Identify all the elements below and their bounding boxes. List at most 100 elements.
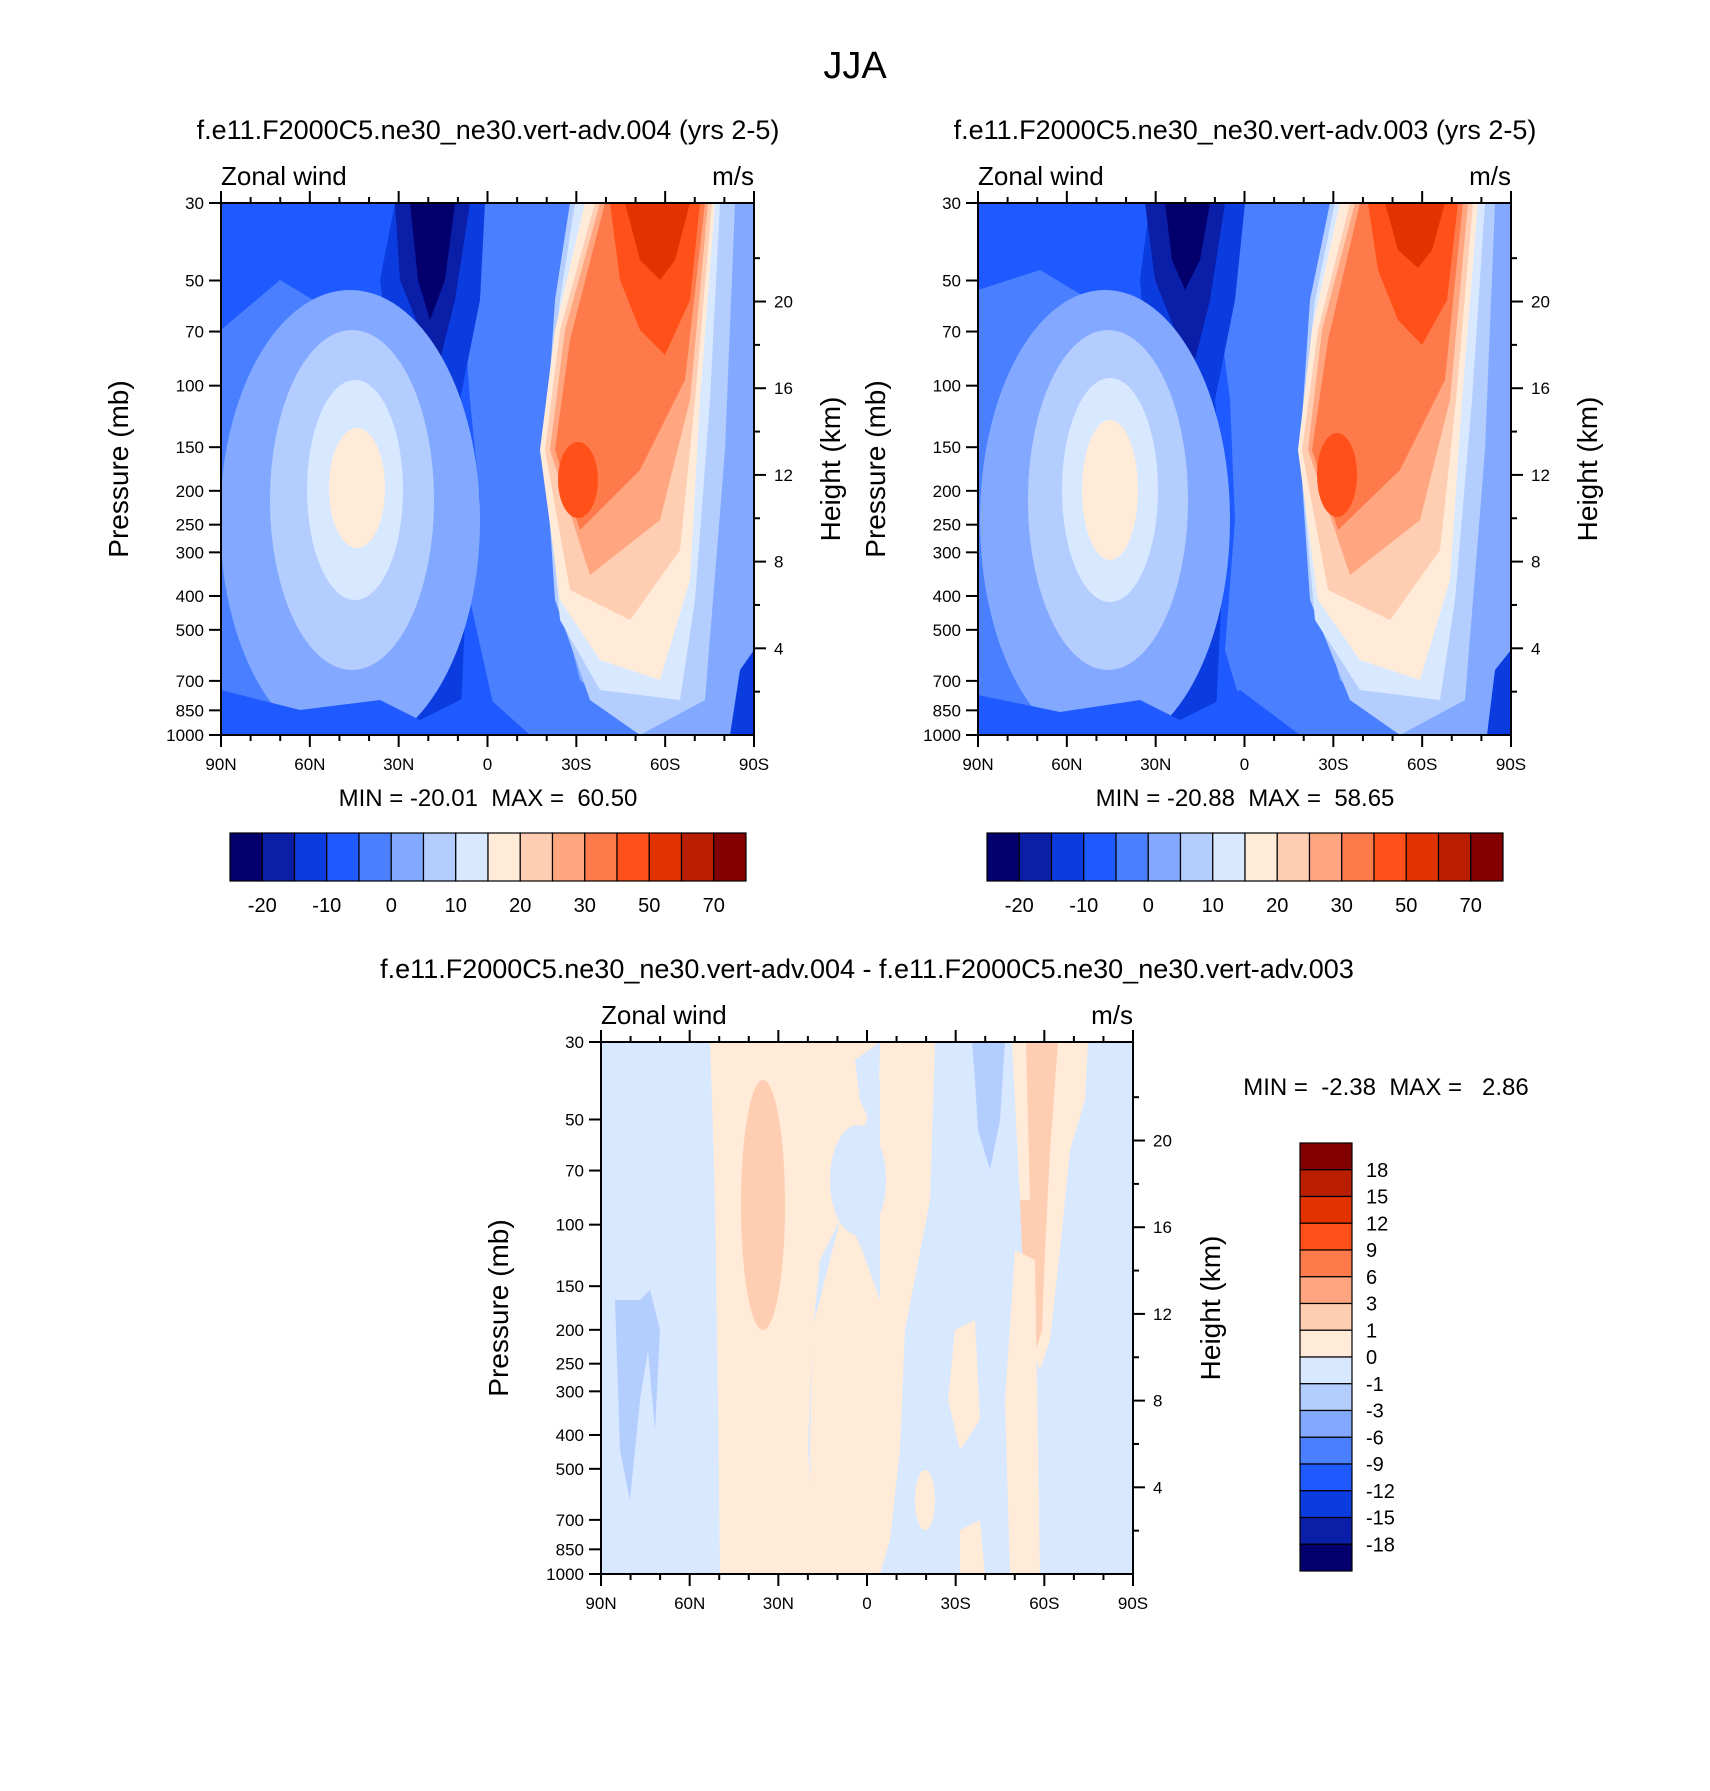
y-tick-label: 500 bbox=[176, 621, 204, 640]
colorbar-box bbox=[1341, 832, 1375, 882]
panel-1-contours bbox=[221, 203, 754, 735]
colorbar-box bbox=[1373, 832, 1407, 882]
colorbar-box bbox=[390, 832, 425, 882]
colorbar-label: -20 bbox=[1005, 895, 1034, 917]
x-tick-label: 60N bbox=[294, 755, 325, 774]
colorbar-box bbox=[1299, 1169, 1353, 1198]
x-tick-label: 0 bbox=[862, 1594, 871, 1613]
panel-3-positive-max-1 bbox=[741, 1080, 785, 1330]
x-tick-label: 60N bbox=[674, 1594, 705, 1613]
colorbar-label: -20 bbox=[248, 895, 277, 917]
y-tick-label: 30 bbox=[942, 194, 961, 213]
colorbar-box bbox=[1299, 1276, 1353, 1305]
colorbar-label: 12 bbox=[1366, 1213, 1388, 1235]
colorbar-box bbox=[551, 832, 586, 882]
panel-1-units: m/s bbox=[712, 161, 754, 191]
y-tick-label: 100 bbox=[176, 377, 204, 396]
x-tick-label: 30N bbox=[1140, 755, 1171, 774]
colorbar-box bbox=[1299, 1543, 1353, 1572]
panel-3-positive-edge bbox=[1012, 1042, 1030, 1200]
y-tick-label: 200 bbox=[933, 482, 961, 501]
y-right-tick-label: 12 bbox=[1153, 1305, 1172, 1324]
colorbar-label: 30 bbox=[574, 895, 596, 917]
colorbar-box bbox=[1299, 1302, 1353, 1331]
y-tick-label: 100 bbox=[933, 377, 961, 396]
x-tick-label: 60N bbox=[1051, 755, 1082, 774]
panel-3-negative-arctic bbox=[615, 1290, 660, 1500]
y-tick-label: 700 bbox=[933, 672, 961, 691]
y-tick-label: 850 bbox=[176, 701, 204, 720]
colorbar-label: 70 bbox=[703, 895, 725, 917]
colorbar-box bbox=[487, 832, 521, 882]
colorbar-box bbox=[1299, 1516, 1353, 1545]
panel-2-surface-band bbox=[978, 690, 1300, 735]
panel-3-positive-dot bbox=[915, 1470, 935, 1530]
x-tick-label: 90S bbox=[1118, 1594, 1148, 1613]
panel-2-ylabel-right: Height (km) bbox=[1572, 397, 1603, 542]
colorbar-box bbox=[986, 832, 1020, 882]
x-tick-label: 30S bbox=[1318, 755, 1348, 774]
y-right-tick-label: 4 bbox=[774, 639, 783, 658]
panel-1-colorbar: -20 -10 0 10 20 30 50 70 bbox=[229, 832, 747, 917]
colorbar-box bbox=[1212, 832, 1246, 882]
colorbar-box bbox=[229, 832, 263, 882]
y-tick-label: 150 bbox=[176, 438, 204, 457]
colorbar-box bbox=[1244, 832, 1278, 882]
panel-2-westerly-core bbox=[1082, 420, 1138, 560]
panel-3-ylabel-right: Height (km) bbox=[1195, 1236, 1226, 1381]
colorbar-box bbox=[1437, 832, 1472, 882]
colorbar-label: 18 bbox=[1366, 1160, 1388, 1182]
panel-1-ylabel: Pressure (mb) bbox=[103, 380, 134, 557]
colorbar-box bbox=[713, 832, 747, 882]
panel-1-stats: MIN = -20.01 MAX = 60.50 bbox=[339, 785, 638, 812]
panel-3-units: m/s bbox=[1091, 1000, 1133, 1030]
panel-1-westerly-core bbox=[329, 428, 385, 548]
panel-3-ticks bbox=[589, 1030, 1145, 1586]
panel-2: f.e11.F2000C5.ne30_ne30.vert-adv.003 (yr… bbox=[860, 115, 1603, 917]
panel-1-ylabel-right: Height (km) bbox=[815, 397, 846, 542]
figure-title: JJA bbox=[823, 45, 887, 87]
colorbar-box bbox=[1299, 1222, 1353, 1251]
panel-3-positive-patch bbox=[948, 1320, 980, 1450]
y-right-tick-label: 16 bbox=[774, 379, 793, 398]
colorbar-label: -12 bbox=[1366, 1481, 1395, 1503]
y-tick-label: 400 bbox=[556, 1426, 584, 1445]
y-tick-label: 1000 bbox=[166, 726, 204, 745]
x-tick-label: 0 bbox=[483, 755, 492, 774]
y-tick-label: 850 bbox=[933, 701, 961, 720]
panel-1-surface-band bbox=[221, 690, 530, 735]
panel-3-x-tick-labels: 90N 60N 30N 0 30S 60S 90S bbox=[585, 1594, 1148, 1613]
colorbar-box bbox=[1299, 1490, 1353, 1519]
y-tick-label: 250 bbox=[933, 516, 961, 535]
colorbar-box bbox=[1299, 1463, 1353, 1492]
y-tick-label: 50 bbox=[942, 272, 961, 291]
colorbar-box bbox=[1018, 832, 1053, 882]
panel-1-y-tick-labels: 30 50 70 100 150 200 250 300 400 500 700 850 1000 bbox=[166, 194, 204, 745]
colorbar-label: 3 bbox=[1366, 1294, 1377, 1316]
panel-3: f.e11.F2000C5.ne30_ne30.vert-adv.004 - f… bbox=[380, 954, 1529, 1613]
colorbar-label: 50 bbox=[1395, 895, 1417, 917]
x-tick-label: 30S bbox=[941, 1594, 971, 1613]
colorbar-box bbox=[680, 832, 715, 882]
colorbar-box bbox=[1115, 832, 1149, 882]
colorbar-box bbox=[1299, 1249, 1353, 1278]
y-tick-label: 300 bbox=[176, 543, 204, 562]
colorbar-label: -15 bbox=[1366, 1508, 1395, 1530]
colorbar-box bbox=[261, 832, 296, 882]
colorbar-box bbox=[1299, 1142, 1353, 1171]
colorbar-box bbox=[1299, 1329, 1353, 1358]
panel-1-jet-lower-max bbox=[558, 442, 598, 518]
y-right-tick-label: 16 bbox=[1153, 1218, 1172, 1237]
y-right-tick-label: 12 bbox=[774, 466, 793, 485]
colorbar-label: -18 bbox=[1366, 1534, 1395, 1556]
x-tick-label: 60S bbox=[650, 755, 680, 774]
colorbar-label: 9 bbox=[1366, 1240, 1377, 1262]
colorbar-label: 15 bbox=[1366, 1187, 1388, 1209]
x-tick-label: 30N bbox=[383, 755, 414, 774]
y-tick-label: 30 bbox=[185, 194, 204, 213]
colorbar-box bbox=[1299, 1409, 1353, 1438]
colorbar-box bbox=[1147, 832, 1182, 882]
x-tick-label: 90N bbox=[205, 755, 236, 774]
colorbar-box bbox=[1405, 832, 1440, 882]
panel-1-x-tick-labels: 90N 60N 30N 0 30S 60S 90S bbox=[205, 755, 769, 774]
